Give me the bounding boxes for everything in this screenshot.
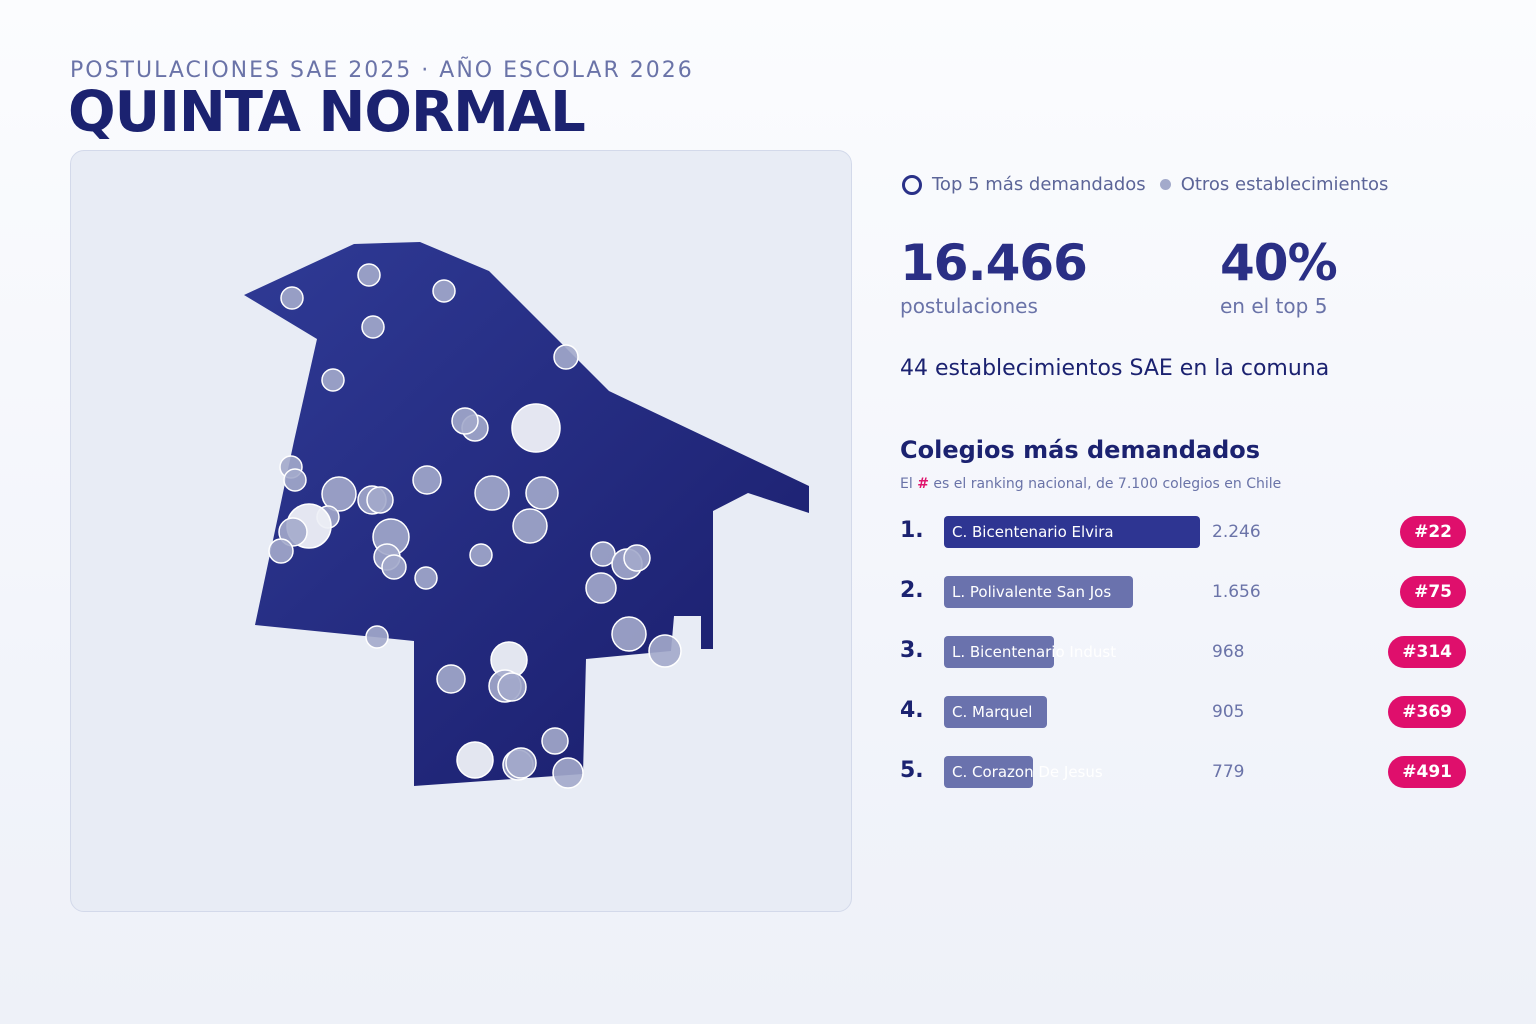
top5-ring-icon [902, 174, 922, 195]
school-marker[interactable] [412, 465, 442, 495]
national-rank-badge: #75 [1400, 576, 1466, 608]
applications-value: 968 [1212, 642, 1245, 662]
postulaciones-stat: 16.466 postulaciones [900, 234, 1088, 318]
applications-value: 779 [1212, 762, 1245, 782]
page-subtitle: POSTULACIONES SAE 2025 · AÑO ESCOLAR 202… [70, 58, 694, 83]
applications-value: 2.246 [1212, 522, 1261, 542]
school-marker[interactable] [585, 572, 617, 604]
school-marker[interactable] [365, 625, 389, 649]
school-marker[interactable] [361, 315, 385, 339]
top5-school-marker[interactable] [511, 403, 561, 453]
map-legend: Top 5 más demandados Otros establecimien… [902, 174, 1388, 195]
ranking-note-hash: # [917, 476, 929, 492]
ranking-note-suffix: es el ranking nacional, de 7.100 colegio… [933, 476, 1282, 492]
ranking-row[interactable]: 4. C. Marquel 905 #369 [900, 696, 1466, 728]
postulaciones-value: 16.466 [900, 234, 1088, 292]
applications-value: 1.656 [1212, 582, 1261, 602]
ranking-bar [944, 636, 1054, 668]
ranking-position: 2. [900, 578, 924, 603]
school-marker[interactable] [553, 344, 579, 370]
school-marker[interactable] [525, 476, 559, 510]
ranking-row[interactable]: 3. L. Bicentenario Indust 968 #314 [900, 636, 1466, 668]
national-rank-badge: #314 [1388, 636, 1466, 668]
school-marker[interactable] [321, 368, 345, 392]
top5-share-value: 40% [1220, 234, 1338, 292]
ranking-title: Colegios más demandados [900, 436, 1261, 464]
ranking-bar [944, 516, 1200, 548]
school-marker[interactable] [321, 476, 357, 512]
legend-top5-label: Top 5 más demandados [932, 174, 1146, 195]
school-marker[interactable] [497, 672, 527, 702]
school-marker[interactable] [623, 544, 651, 572]
school-marker[interactable] [541, 727, 569, 755]
school-marker[interactable] [278, 517, 308, 547]
ranking-position: 4. [900, 698, 924, 723]
school-marker[interactable] [366, 486, 394, 514]
ranking-row[interactable]: 1. C. Bicentenario Elvira 2.246 #22 [900, 516, 1466, 548]
school-marker[interactable] [381, 554, 407, 580]
school-marker[interactable] [283, 468, 307, 492]
ranking-position: 5. [900, 758, 924, 783]
applications-value: 905 [1212, 702, 1245, 722]
school-marker[interactable] [552, 757, 584, 789]
school-marker[interactable] [611, 616, 647, 652]
national-rank-badge: #369 [1388, 696, 1466, 728]
establecimientos-count: 44 establecimientos SAE en la comuna [900, 356, 1330, 381]
national-rank-badge: #491 [1388, 756, 1466, 788]
postulaciones-label: postulaciones [900, 294, 1038, 318]
ranking-position: 1. [900, 518, 924, 543]
school-marker[interactable] [432, 279, 456, 303]
school-name: L. Bicentenario Indust [952, 643, 1117, 661]
top5-share-stat: 40% en el top 5 [1220, 234, 1338, 318]
other-dot-icon [1159, 179, 1171, 190]
school-name: C. Corazon De Jesus [952, 763, 1103, 781]
national-rank-badge: #22 [1400, 516, 1466, 548]
ranking-note-prefix: El [900, 476, 913, 492]
legend-others-label: Otros establecimientos [1180, 174, 1389, 195]
school-marker[interactable] [436, 664, 466, 694]
ranking-bar [944, 576, 1133, 608]
school-marker[interactable] [280, 286, 304, 310]
ranking-position: 3. [900, 638, 924, 663]
map-panel[interactable] [70, 150, 852, 912]
school-marker[interactable] [474, 475, 510, 511]
school-marker[interactable] [451, 407, 479, 435]
ranking-note: El # es el ranking nacional, de 7.100 co… [900, 476, 1281, 492]
school-name: L. Polivalente San Jos [952, 583, 1112, 601]
ranking-bar [944, 696, 1047, 728]
ranking-row[interactable]: 5. C. Corazon De Jesus 779 #491 [900, 756, 1466, 788]
school-name: C. Bicentenario Elvira [952, 523, 1114, 541]
school-marker[interactable] [505, 747, 537, 779]
ranking-bar [944, 756, 1033, 788]
page-title: QUINTA NORMAL [68, 80, 586, 145]
ranking-row[interactable]: 2. L. Polivalente San Jos 1.656 #75 [900, 576, 1466, 608]
school-marker[interactable] [268, 538, 294, 564]
school-marker[interactable] [512, 508, 548, 544]
school-markers [268, 263, 682, 789]
school-marker[interactable] [469, 543, 493, 567]
school-marker[interactable] [357, 263, 381, 287]
school-marker[interactable] [648, 634, 682, 668]
school-name: C. Marquel [952, 703, 1033, 721]
top5-school-marker[interactable] [456, 741, 494, 779]
top5-share-label: en el top 5 [1220, 294, 1328, 318]
commune-map[interactable] [71, 151, 851, 911]
school-marker[interactable] [414, 566, 438, 590]
